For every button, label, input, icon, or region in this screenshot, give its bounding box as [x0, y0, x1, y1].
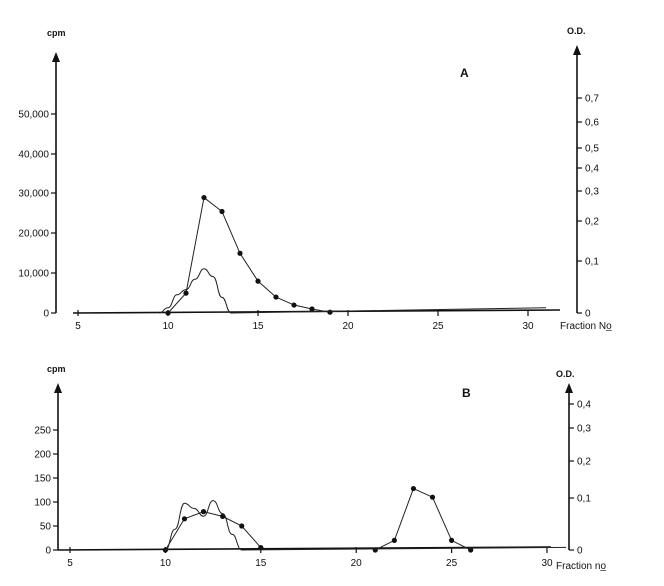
x-tick-label: 30: [522, 321, 534, 332]
right-tick-label: 0,6: [585, 118, 599, 129]
right-axis-arrow: [573, 45, 581, 55]
x-tick-label: 5: [67, 558, 73, 569]
left-tick-label: 10,000: [18, 269, 49, 280]
cpm-point: [273, 294, 279, 300]
panel-label: B: [462, 386, 471, 400]
right-tick-label: 0,2: [585, 217, 599, 228]
x-tick-label: 15: [255, 558, 267, 569]
cpm-point: [291, 302, 297, 308]
od-series-line: [158, 268, 547, 314]
right-tick-label: 0,4: [585, 164, 599, 175]
cpm-point: [429, 494, 436, 500]
cpm-point: [309, 306, 315, 312]
cpm-series-line: [164, 487, 471, 551]
left-tick-label: 50: [40, 522, 52, 533]
left-tick-label: 40,000: [18, 150, 49, 161]
left-tick-label: 50,000: [18, 110, 49, 121]
right-tick-label: 0: [577, 546, 583, 557]
right-tick-label: 0,1: [585, 257, 599, 268]
left-tick-label: 200: [34, 450, 51, 461]
x-tick-label: 25: [446, 558, 458, 569]
od-series-line: [165, 500, 567, 551]
cpm-point: [327, 309, 333, 315]
panel-b: cpm O.D. B Fraction no̲ 5 10 15 20 25 30 0 50 100 150…: [34, 364, 606, 572]
x-tick-label: 10: [162, 321, 174, 332]
cpm-point: [200, 509, 207, 515]
cpm-point: [255, 278, 261, 284]
left-tick-label: 150: [34, 474, 51, 485]
x-tick-label: 15: [252, 321, 264, 332]
x-tick-label: 5: [75, 321, 81, 332]
x-tick-label: 20: [351, 558, 363, 569]
panel-a: cpm O.D. A Fraction No̲ 5 10 15 20 25 30 0 10,000 20…: [18, 26, 612, 332]
left-tick-label: 250: [34, 426, 51, 437]
x-axis-title: Fraction no̲: [556, 561, 606, 572]
cpm-point: [183, 290, 189, 296]
cpm-point: [410, 485, 417, 492]
left-tick-label: 0: [43, 309, 49, 320]
x-tick-label: 30: [541, 558, 553, 569]
right-tick-label: 0,1: [577, 494, 591, 505]
cpm-point: [391, 537, 397, 544]
right-axis-arrow: [565, 383, 573, 393]
x-axis-title: Fraction No̲: [560, 321, 612, 332]
left-axis-arrow: [52, 52, 60, 62]
cpm-point: [239, 523, 245, 529]
right-tick-label: 0,5: [585, 144, 599, 155]
right-tick-label: 0,3: [585, 187, 599, 198]
left-tick-label: 20,000: [18, 229, 49, 240]
right-axis-title: O.D.: [556, 369, 575, 379]
left-tick-label: 30,000: [18, 189, 49, 200]
left-tick-label: 0: [45, 546, 51, 557]
right-tick-label: 0,7: [585, 94, 599, 105]
right-tick-label: 0,4: [577, 400, 591, 411]
right-tick-label: 0,2: [577, 457, 591, 468]
cpm-point: [181, 516, 188, 522]
left-tick-label: 100: [34, 498, 51, 509]
cpm-point: [165, 310, 171, 316]
cpm-point: [201, 194, 207, 201]
cpm-point: [258, 545, 264, 551]
x-tick-label: 10: [160, 558, 172, 569]
left-axis-title: cpm: [47, 364, 66, 374]
x-tick-label: 25: [432, 321, 444, 332]
right-tick-label: 0: [585, 309, 591, 320]
right-tick-label: 0,3: [577, 424, 591, 435]
cpm-point: [372, 547, 378, 553]
cpm-point: [219, 208, 225, 215]
left-axis-title: cpm: [47, 28, 66, 38]
right-axis-title: O.D.: [567, 26, 586, 36]
panel-label: A: [460, 66, 469, 80]
left-axis-arrow: [54, 383, 62, 393]
cpm-point: [237, 250, 243, 256]
x-tick-label: 20: [342, 321, 354, 332]
cpm-series-line: [167, 196, 331, 314]
cpm-point: [449, 537, 455, 544]
x-axis: [57, 546, 552, 551]
cpm-point: [468, 547, 474, 553]
